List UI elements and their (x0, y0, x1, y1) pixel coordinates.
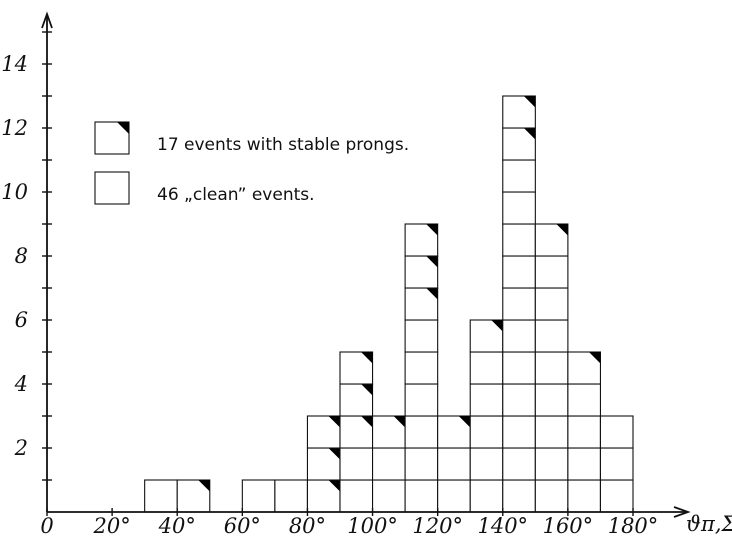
x-tick-label: 40° (158, 514, 196, 538)
bar-corner-mark (523, 128, 536, 140)
legend-corner-mark (117, 122, 129, 134)
y-tick-label: 6 (15, 308, 28, 332)
bar-corner-mark (426, 224, 438, 236)
y-tick-label: 8 (15, 244, 28, 268)
bar-corner-mark (361, 384, 373, 396)
bar-cell-clean (567, 447, 601, 481)
bar-corner-mark (523, 96, 536, 108)
bar-cell-clean (567, 383, 601, 417)
y-ticks-group: 2 4 6 8 10 12 14 (1, 31, 52, 481)
bar-cell-clean (502, 415, 536, 449)
bar-corner-mark (361, 352, 373, 364)
bar-cell-clean (502, 191, 536, 225)
bar-cell-clean (469, 383, 504, 417)
bar-corner-mark (426, 256, 438, 268)
bar-cell-clean (534, 255, 569, 289)
bar-cell-clean (534, 287, 569, 321)
bar-cell-clean (404, 351, 439, 385)
bar-cell-clean (534, 447, 569, 481)
bar-cell-clean (502, 383, 536, 417)
bar-cell-clean (404, 415, 439, 449)
x-tick-label: 80° (289, 514, 326, 538)
bar-cell-clean (469, 351, 504, 385)
bar-cell-clean (404, 319, 439, 353)
bar-cell-clean (599, 447, 634, 481)
bar-cell-clean (534, 319, 569, 353)
bar-cell-clean (469, 415, 504, 449)
bar-cell-clean (567, 479, 601, 513)
bar-cell-clean (502, 351, 536, 385)
bar-cell-stable-prongs (306, 479, 341, 513)
legend: 17 events with stable prongs. 46 „clean”… (94, 121, 409, 205)
y-axis-arrow (41, 11, 53, 29)
bar-cell-clean (437, 447, 471, 481)
bar-cell-clean (372, 447, 406, 481)
bar-corner-mark (328, 448, 340, 460)
x-axis-arrow (673, 506, 691, 518)
x-tick-label: 20° (92, 514, 130, 538)
bar-cell-clean (534, 479, 569, 513)
bar-cell-clean (534, 351, 569, 385)
bar-cell-clean (339, 479, 374, 513)
bar-cell-clean (534, 415, 569, 449)
bar-cell-clean (502, 319, 536, 353)
y-tick-label: 4 (14, 372, 28, 396)
bars-group (144, 95, 634, 513)
bar-cell-clean (599, 479, 634, 513)
bar-cell-clean (502, 287, 536, 321)
bar-cell-clean (469, 447, 504, 481)
bar-cell-clean (534, 383, 569, 417)
bar-cell-clean (339, 447, 374, 481)
y-tick-label: 12 (1, 116, 28, 140)
legend-item-stable-prongs: 17 events with stable prongs. (94, 121, 409, 155)
bar-cell-clean (502, 479, 536, 513)
bar-corner-mark (588, 352, 601, 364)
x-tick-label: 120° (412, 514, 463, 538)
bar-cell-clean (502, 447, 536, 481)
x-tick-label: 60° (224, 514, 261, 538)
bar-cell-clean (599, 415, 634, 449)
bar-cell-clean (404, 383, 439, 417)
bar-corner-mark (458, 416, 471, 428)
legend-label-clean: 46 „clean” events. (157, 185, 315, 205)
x-tick-label: 160° (543, 514, 594, 538)
bar-cell-clean (502, 255, 536, 289)
bar-corner-mark (491, 320, 503, 332)
x-tick-label: 0 (40, 514, 53, 538)
legend-item-clean: 46 „clean” events. (94, 171, 315, 205)
bar-cell-clean (502, 223, 536, 257)
bar-cell-clean (404, 479, 439, 513)
bar-corner-mark (393, 416, 406, 428)
bar-corner-mark (198, 480, 210, 492)
legend-label-stable-prongs: 17 events with stable prongs. (157, 135, 409, 155)
bar-cell-clean (502, 159, 536, 193)
bar-cell-clean (567, 415, 601, 449)
y-tick-label: 2 (14, 436, 28, 460)
bar-cell-clean (437, 479, 471, 513)
bar-corner-mark (328, 480, 340, 492)
bar-cell-clean (144, 479, 178, 513)
bar-cell-clean (404, 447, 439, 481)
x-ticks-group: 0 20° 40° 60° 80° 100° 120° 140° 160° 180° (40, 508, 658, 538)
bar-cell-clean (469, 479, 504, 513)
bar-cell-clean (372, 479, 406, 513)
legend-swatch-clean (94, 171, 130, 205)
x-tick-label: 140° (477, 514, 528, 538)
x-axis-label: ϑπ,Σ (686, 512, 732, 536)
y-tick-label: 14 (1, 52, 28, 76)
bar-cell-clean (241, 479, 276, 513)
bar-corner-mark (328, 416, 340, 428)
bar-corner-mark (361, 416, 373, 428)
bar-cell-clean (274, 479, 308, 513)
x-tick-label: 180° (608, 514, 659, 538)
bar-corner-mark (426, 288, 438, 300)
bar-corner-mark (556, 224, 568, 236)
y-tick-label: 10 (1, 180, 28, 204)
x-tick-label: 100° (347, 514, 398, 538)
bar-cell-stable-prongs (567, 351, 601, 385)
